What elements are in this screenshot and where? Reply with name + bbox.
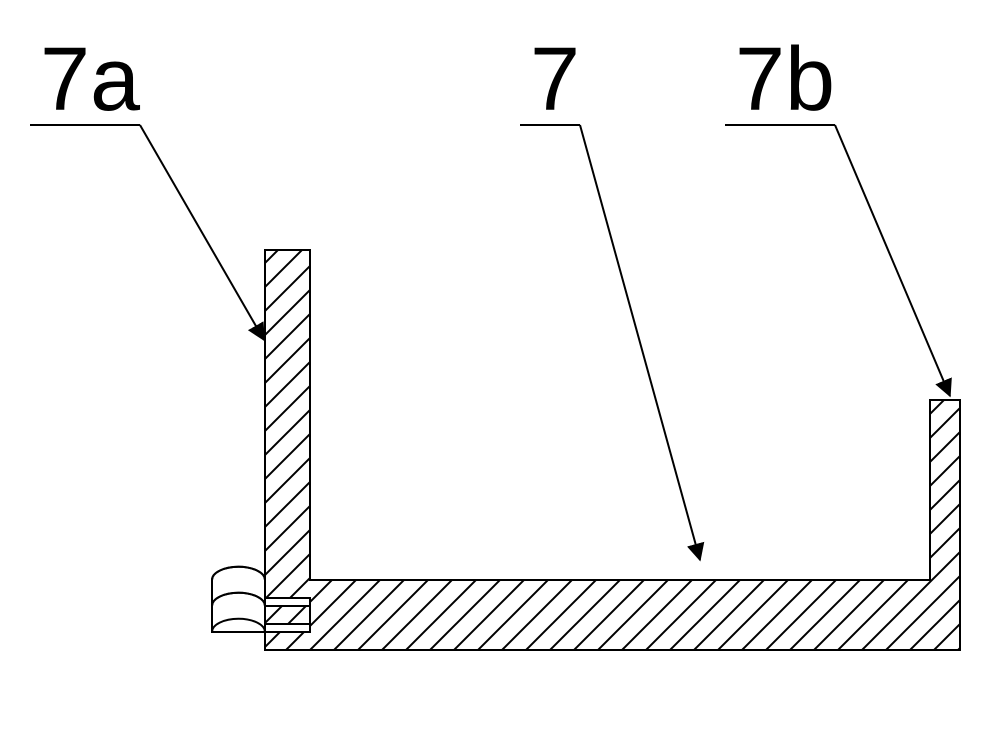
label-7a: 7a bbox=[40, 30, 141, 130]
leaders-group bbox=[140, 125, 950, 560]
leader-7a bbox=[140, 125, 264, 340]
bolt-slot bbox=[265, 598, 310, 632]
nut bbox=[212, 567, 265, 632]
leader-7 bbox=[580, 125, 700, 560]
diagram-canvas: 7a 7 7b bbox=[0, 0, 1000, 731]
labels-group: 7a 7 7b bbox=[30, 30, 835, 130]
label-7b: 7b bbox=[735, 30, 835, 130]
u-section bbox=[265, 250, 960, 650]
label-7: 7 bbox=[530, 30, 580, 130]
section-body bbox=[212, 250, 960, 650]
leader-7b bbox=[835, 125, 950, 396]
